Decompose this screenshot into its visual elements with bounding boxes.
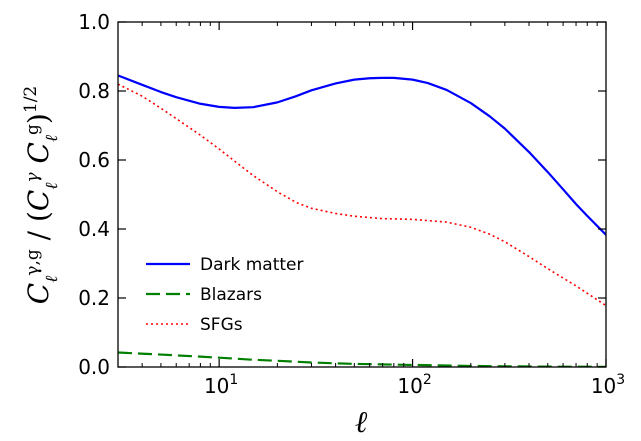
y-tick-label: 1.0 — [78, 10, 110, 34]
y-tick-label: 0.0 — [78, 355, 110, 379]
x-tick-label: 103 — [591, 372, 625, 398]
legend-label: Dark matter — [200, 255, 304, 275]
axis-ticks: 0.0 0.2 0.4 0.6 0.8 1.0 101 102 103 — [78, 10, 625, 398]
y-tick-label: 0.2 — [78, 286, 110, 310]
plot-area — [117, 21, 607, 368]
series-line-sfgs — [118, 83, 606, 307]
series-line-blazars — [118, 351, 606, 367]
series-line-dark-matter — [118, 74, 606, 236]
x-axis-label: ℓ — [355, 405, 368, 440]
plot-frame — [117, 21, 607, 368]
y-tick-label: 0.6 — [78, 148, 110, 172]
x-tick-label: 101 — [204, 372, 238, 398]
y-tick-label: 0.4 — [78, 217, 110, 241]
legend-label: Blazars — [200, 285, 262, 305]
y-axis-label: Cℓγ,g / (Cℓγ Cℓg)1/2 — [21, 86, 62, 304]
legend-label: SFGs — [200, 315, 243, 335]
x-tick-label: 102 — [397, 372, 431, 398]
legend: Dark matter Blazars SFGs — [146, 255, 304, 335]
y-tick-label: 0.8 — [78, 79, 110, 103]
svg-text:Cℓγ,g / (Cℓγ Cℓg)1/2: Cℓγ,g / (Cℓγ Cℓg)1/2 — [21, 86, 62, 304]
